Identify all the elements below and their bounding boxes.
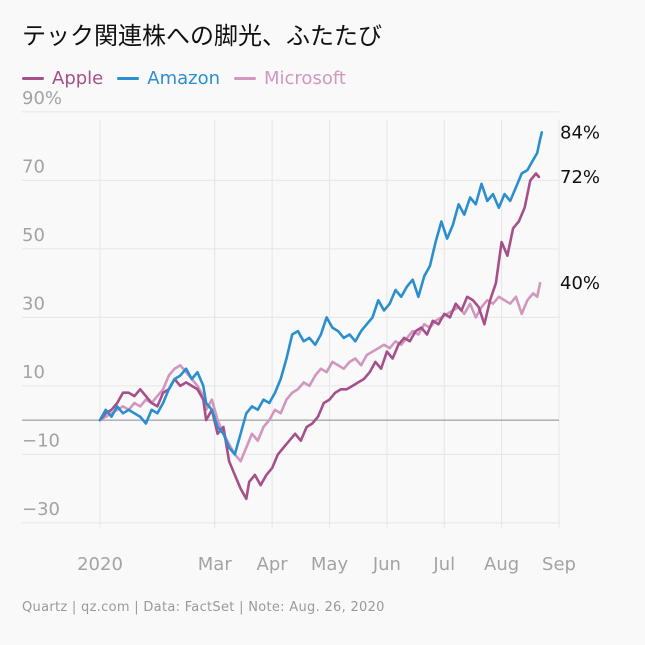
legend-item-amazon: Amazon (117, 68, 220, 89)
legend-label-amazon: Amazon (147, 68, 220, 89)
chart-legend: Apple Amazon Microsoft (22, 68, 346, 89)
y-tick-label: 50 (22, 225, 45, 246)
chart-title: テック関連株への脚光、ふたたび (22, 22, 382, 50)
x-tick-label: Jul (432, 554, 455, 575)
legend-label-apple: Apple (52, 68, 104, 89)
y-tick-label: −30 (22, 499, 60, 520)
series-line-amazon (98, 131, 544, 456)
x-tick-label: Aug (484, 554, 519, 575)
legend-label-microsoft: Microsoft (264, 68, 346, 89)
series-line-microsoft (98, 281, 542, 463)
y-tick-label: 90% (22, 88, 62, 109)
x-tick-label: Apr (257, 554, 289, 575)
end-label-microsoft: 40% (560, 273, 600, 294)
x-tick-label: Sep (542, 554, 576, 575)
legend-swatch-apple (22, 77, 44, 80)
legend-item-microsoft: Microsoft (234, 68, 346, 89)
x-tick-label: 2020 (77, 554, 123, 575)
x-tick-label: Jun (372, 554, 401, 575)
x-tick-label: Mar (198, 554, 233, 575)
end-label-apple: 72% (560, 167, 600, 188)
y-tick-label: −10 (22, 430, 60, 451)
legend-swatch-amazon (117, 77, 140, 80)
source-footer: Quartz | qz.com | Data: FactSet | Note: … (22, 600, 385, 615)
end-label-amazon: 84% (560, 122, 600, 143)
y-tick-label: 30 (22, 293, 45, 314)
y-tick-label: 10 (22, 362, 45, 383)
legend-swatch-microsoft (234, 77, 256, 80)
y-tick-label: 70 (22, 156, 45, 177)
x-tick-label: May (311, 554, 349, 575)
legend-item-apple: Apple (22, 68, 103, 89)
